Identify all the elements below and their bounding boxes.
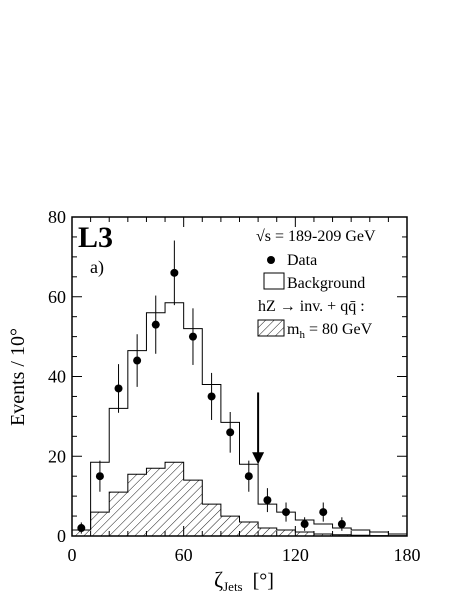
legend-signal-mass: mh = 80 GeV [287,321,373,341]
data-marker [170,268,179,277]
x-tick-label: 180 [394,545,421,565]
data-marker [300,520,309,529]
data-point [263,488,272,513]
data-marker [188,332,197,341]
axis-ticks [71,216,408,537]
data-point [95,460,104,492]
y-tick-label: 40 [48,367,66,387]
legend-background-label: Background [287,275,365,292]
data-point [207,372,216,420]
data-marker [95,472,104,481]
data-point [300,517,309,531]
data-point [226,411,235,453]
legend-data-label: Data [287,252,317,269]
data-marker [133,356,142,365]
data-marker [77,524,86,533]
data-point [188,308,197,365]
cut-arrow [252,392,265,465]
y-axis-label: Events / 10° [7,328,29,426]
data-marker [263,496,272,505]
data-point [151,295,160,354]
data-points [77,240,346,534]
arrow-head [252,452,265,465]
data-point [319,502,328,522]
energy-label: √s = 189-209 GeV [256,228,376,245]
y-tick-label: 0 [57,526,66,546]
x-tick-label: 0 [68,545,77,565]
panel-label: a) [90,257,104,278]
data-marker [151,320,160,329]
x-tick-label: 120 [282,545,309,565]
data-marker [282,508,291,517]
legend-background-swatch [263,272,285,290]
data-point [77,522,86,534]
x-axis-label: ζJets [°] [214,567,274,594]
plot-frame [71,216,408,537]
y-tick-labels: 0 20 40 60 80 [48,207,66,546]
data-marker [114,384,123,393]
x-tick-labels: 0 60 120 180 [68,545,421,565]
data-marker [207,392,216,401]
data-point [170,240,179,306]
experiment-label: L3 [78,221,113,254]
data-point [337,517,346,531]
legend: √s = 189-209 GeV Data Background hZ → in… [256,228,376,341]
legend-signal-swatch [257,319,285,337]
y-tick-label: 60 [48,287,66,307]
data-marker [319,508,328,517]
signal-histogram [71,461,408,537]
data-point [133,334,142,387]
background-histogram [71,302,408,537]
y-tick-label: 20 [48,446,66,466]
y-tick-label: 80 [48,207,66,227]
data-point [114,364,123,413]
data-point [282,502,291,522]
legend-signal-title: hZ → inv. + qq̄ : [258,298,365,315]
legend-data-marker [267,256,275,264]
x-tick-label: 60 [175,545,193,565]
data-marker [226,428,235,437]
data-marker [244,472,253,481]
data-marker [337,520,346,529]
data-point [244,460,253,492]
